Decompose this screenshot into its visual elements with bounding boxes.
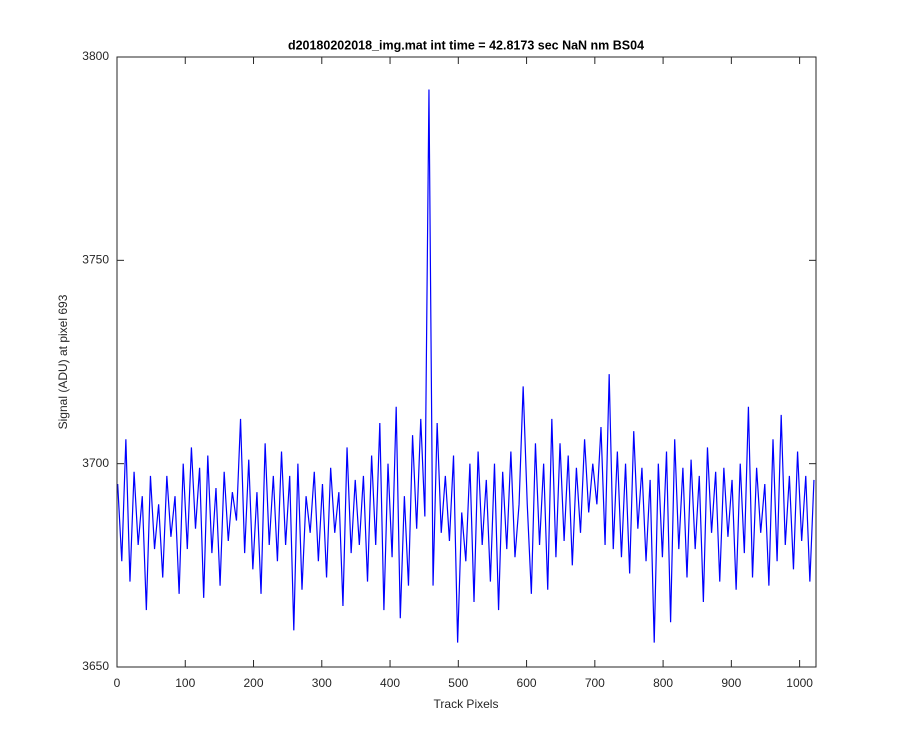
- x-tick-label: 400: [380, 676, 400, 690]
- x-tick-label: 300: [312, 676, 332, 690]
- y-axis-label: Signal (ADU) at pixel 693: [56, 294, 70, 429]
- data-line: [117, 89, 815, 643]
- x-tick-label: 700: [585, 676, 605, 690]
- x-tick-label: 200: [244, 676, 264, 690]
- x-tick-label: 100: [175, 676, 195, 690]
- y-tick-label: 3650: [82, 659, 109, 673]
- plot-frame: [116, 56, 817, 668]
- x-tick-label: 900: [721, 676, 741, 690]
- x-axis-label: Track Pixels: [434, 697, 499, 711]
- x-tick-label: 1000: [786, 676, 813, 690]
- y-tick-label: 3750: [82, 253, 109, 267]
- y-tick-label: 3700: [82, 456, 109, 470]
- x-tick-label: 500: [448, 676, 468, 690]
- x-tick-label: 600: [517, 676, 537, 690]
- x-tick-label: 800: [653, 676, 673, 690]
- y-tick-label: 3800: [82, 49, 109, 63]
- chart-title: d20180202018_img.mat int time = 42.8173 …: [288, 38, 644, 52]
- x-tick-label: 0: [114, 676, 121, 690]
